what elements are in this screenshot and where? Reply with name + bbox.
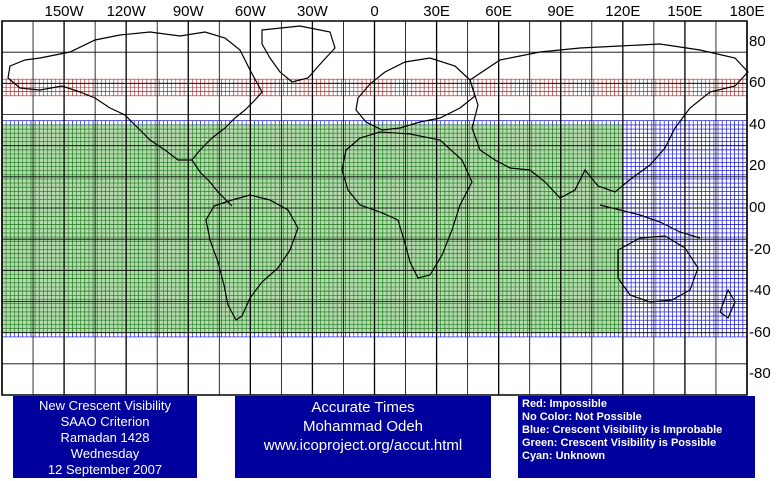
- latitude-tick-label: -60: [749, 323, 771, 341]
- south-america-outline: [205, 194, 299, 321]
- longitude-tick-label: 180E: [729, 3, 765, 20]
- latitude-tick-label: -80: [749, 365, 771, 383]
- weekday-label: Wednesday: [70, 446, 140, 461]
- latitude-tick-label: 00: [749, 199, 766, 216]
- legend-box: Red: Impossible No Color: Not Possible B…: [518, 396, 755, 478]
- credits-box: Accurate Times Mohammad Odeh www.icoproj…: [235, 396, 491, 478]
- latitude-tick-label: 40: [749, 115, 766, 133]
- new-zealand-outline: [719, 288, 736, 319]
- indonesia-outline: [599, 204, 701, 239]
- info-title: New Crescent Visibility: [39, 398, 171, 413]
- central-america-outline: [191, 159, 233, 207]
- map-frame: [1, 20, 748, 396]
- longitude-tick-label: 0: [370, 3, 379, 20]
- coastlines: [7, 25, 749, 321]
- north-america-outline: [7, 31, 263, 161]
- calendar-info-box: New Crescent Visibility SAAO Criterion R…: [13, 396, 197, 478]
- europe-outline: [355, 57, 476, 131]
- longitude-tick-label: 60W: [234, 3, 266, 20]
- longitude-tick-label: 90E: [547, 3, 575, 20]
- author-name: Mohammad Odeh: [302, 418, 424, 435]
- longitude-tick-label: 150E: [667, 3, 703, 20]
- greenland-outline: [261, 25, 336, 83]
- month-label: Ramadan 1428: [60, 430, 150, 445]
- credits-title: Accurate Times: [311, 399, 415, 416]
- longitude-tick-label: 120E: [605, 3, 641, 20]
- latitude-tick-label: 80: [749, 32, 766, 50]
- website-link[interactable]: www.icoproject.org/accut.html: [263, 437, 463, 454]
- longitude-tick-label: 120W: [106, 3, 146, 20]
- criterion-label: SAAO Criterion: [60, 414, 150, 429]
- map-graticule: [1, 20, 748, 396]
- latitude-tick-label: -20: [749, 240, 771, 258]
- legend-no-color: No Color: Not Possible: [522, 411, 642, 423]
- date-label: 12 September 2007: [47, 462, 163, 477]
- africa-outline: [341, 131, 473, 279]
- latitude-tick-label: -40: [749, 282, 771, 300]
- longitude-tick-label: 30W: [296, 3, 328, 20]
- longitude-tick-label: 60E: [485, 3, 513, 20]
- australia-outline: [617, 235, 699, 303]
- longitude-tick-label: 90W: [172, 3, 204, 20]
- latitude-tick-label: 60: [749, 74, 766, 92]
- longitude-tick-label: 30E: [423, 3, 450, 20]
- legend-cyan: Cyan: Unknown: [522, 450, 606, 462]
- asia-outline: [469, 43, 749, 199]
- longitude-tick-label: 150W: [44, 3, 84, 20]
- legend-red: Red: Impossible: [522, 398, 607, 410]
- legend-green: Green: Crescent Visibility is Possible: [522, 437, 717, 449]
- latitude-tick-label: 20: [749, 157, 766, 175]
- legend-blue: Blue: Crescent Visibility is Improbable: [522, 424, 723, 436]
